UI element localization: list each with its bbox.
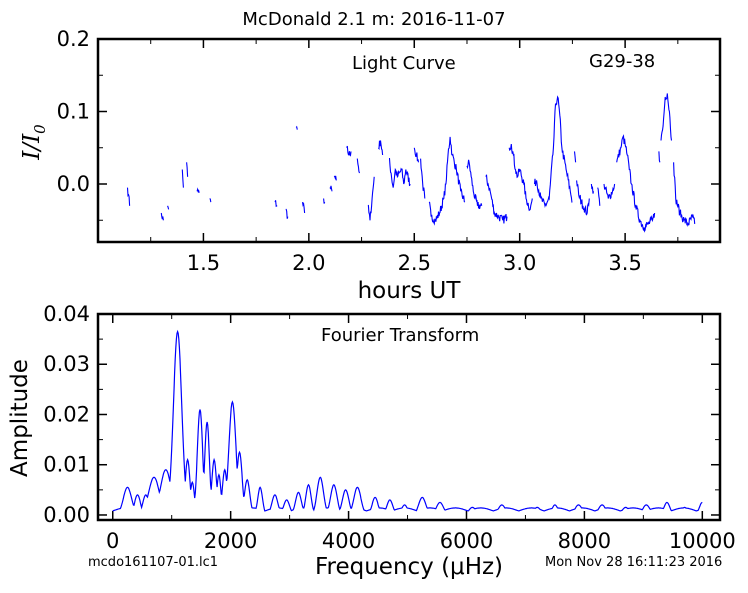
ft-x-tick-label: 6000 bbox=[440, 529, 493, 553]
light-curve-segment bbox=[295, 125, 298, 130]
fourier-y-axis-label: Amplitude bbox=[7, 359, 33, 477]
light-curve-segment bbox=[126, 187, 131, 206]
light-curve-segment bbox=[428, 136, 466, 226]
fourier-line bbox=[112, 329, 703, 512]
light-curve-segment bbox=[329, 185, 333, 192]
fourier-ticks: 0 2000 4000 6000 8000 10000 0.00 0.01 0.02 0.03 0.… bbox=[43, 302, 735, 553]
lc-x-tick-label: 3.5 bbox=[608, 251, 641, 275]
ft-y-tick-label: 0.02 bbox=[43, 402, 90, 426]
lc-x-tick-label: 1.5 bbox=[187, 251, 220, 275]
light-curve-segment bbox=[346, 145, 352, 157]
lc-x-tick-label: 3.0 bbox=[503, 251, 536, 275]
fourier-x-axis-label: Frequency (μHz) bbox=[314, 554, 504, 580]
timestamp-label: Mon Nov 28 16:11:23 2016 bbox=[545, 555, 723, 570]
light-curve-segment bbox=[167, 205, 170, 210]
light-curve-segment bbox=[533, 95, 573, 208]
figure-title: McDonald 2.1 m: 2016-11-07 bbox=[242, 9, 506, 30]
ft-x-tick-label: 10000 bbox=[669, 529, 736, 553]
light-curve-segment bbox=[285, 208, 289, 219]
ft-x-tick-label: 8000 bbox=[558, 529, 611, 553]
lc-y-tick-label: 0.2 bbox=[57, 27, 90, 51]
fourier-annotation: Fourier Transform bbox=[321, 325, 480, 346]
light-curve-segment bbox=[616, 134, 656, 233]
lc-y-tick-label: 0.1 bbox=[57, 100, 90, 124]
light-curve-segment bbox=[603, 183, 616, 200]
lc-y-tick-label: 0.0 bbox=[57, 172, 90, 196]
ft-y-tick-label: 0.00 bbox=[43, 503, 90, 527]
light-curve-segment bbox=[160, 212, 164, 221]
fourier-amplitude-curve bbox=[112, 329, 703, 512]
lc-x-tick-label: 2.0 bbox=[292, 251, 325, 275]
light-curve-segment bbox=[485, 174, 508, 224]
ft-x-tick-label: 4000 bbox=[322, 529, 375, 553]
ft-y-tick-label: 0.03 bbox=[43, 352, 90, 376]
light-curve-segment bbox=[597, 187, 601, 206]
filename-label: mcdo161107-01.lc1 bbox=[88, 555, 219, 570]
fourier-panel: 0 2000 4000 6000 8000 10000 0.00 0.01 0.02 0.03 0.… bbox=[43, 302, 735, 553]
light-curve-y-axis-label: I/I0 bbox=[19, 124, 49, 159]
light-curve-segment bbox=[413, 147, 420, 163]
ft-x-tick-label: 0 bbox=[106, 529, 119, 553]
light-curve-segment bbox=[181, 169, 184, 188]
fourier-axes-frame bbox=[96, 312, 722, 522]
light-curve-segment bbox=[377, 140, 384, 156]
light-curve-segment bbox=[333, 175, 337, 181]
light-curve-segment bbox=[196, 187, 200, 194]
light-curve-segment bbox=[590, 183, 595, 194]
light-curve-segment bbox=[658, 151, 661, 163]
light-curve-segment bbox=[367, 176, 375, 221]
ft-y-tick-label: 0.04 bbox=[43, 302, 90, 326]
light-curve-panel: 1.5 2.0 2.5 3.0 3.5 0.0 0.1 0.2 bbox=[57, 27, 722, 275]
y-axis-label-subscript: 0 bbox=[30, 124, 49, 134]
light-curve-x-axis-label: hours UT bbox=[357, 278, 461, 304]
light-curve-segment bbox=[356, 158, 361, 174]
light-curve-segment bbox=[274, 200, 278, 208]
light-curve-segment bbox=[673, 162, 696, 227]
object-name-label: G29-38 bbox=[589, 51, 656, 72]
light-curve-segment bbox=[186, 162, 189, 177]
light-curve-segment bbox=[301, 202, 306, 214]
light-curve-segment bbox=[420, 158, 426, 199]
light-curve-line bbox=[126, 93, 696, 233]
light-curve-segment bbox=[323, 198, 326, 204]
light-curve-segment bbox=[388, 158, 411, 188]
y-axis-label-main: I/I bbox=[19, 133, 46, 160]
light-curve-axes-frame bbox=[96, 37, 722, 244]
light-curve-segment bbox=[660, 93, 673, 141]
light-curve-segment bbox=[508, 144, 533, 212]
light-curve-segment bbox=[573, 151, 577, 163]
light-curve-annotation: Light Curve bbox=[352, 53, 456, 74]
light-curve-segment bbox=[209, 198, 212, 203]
ft-x-tick-label: 2000 bbox=[204, 529, 257, 553]
lc-x-tick-label: 2.5 bbox=[398, 251, 431, 275]
ft-y-tick-label: 0.01 bbox=[43, 453, 90, 477]
light-curve-ticks: 1.5 2.0 2.5 3.0 3.5 0.0 0.1 0.2 bbox=[57, 27, 720, 275]
light-curve-segment bbox=[576, 180, 590, 216]
light-curve-segment bbox=[466, 159, 483, 210]
